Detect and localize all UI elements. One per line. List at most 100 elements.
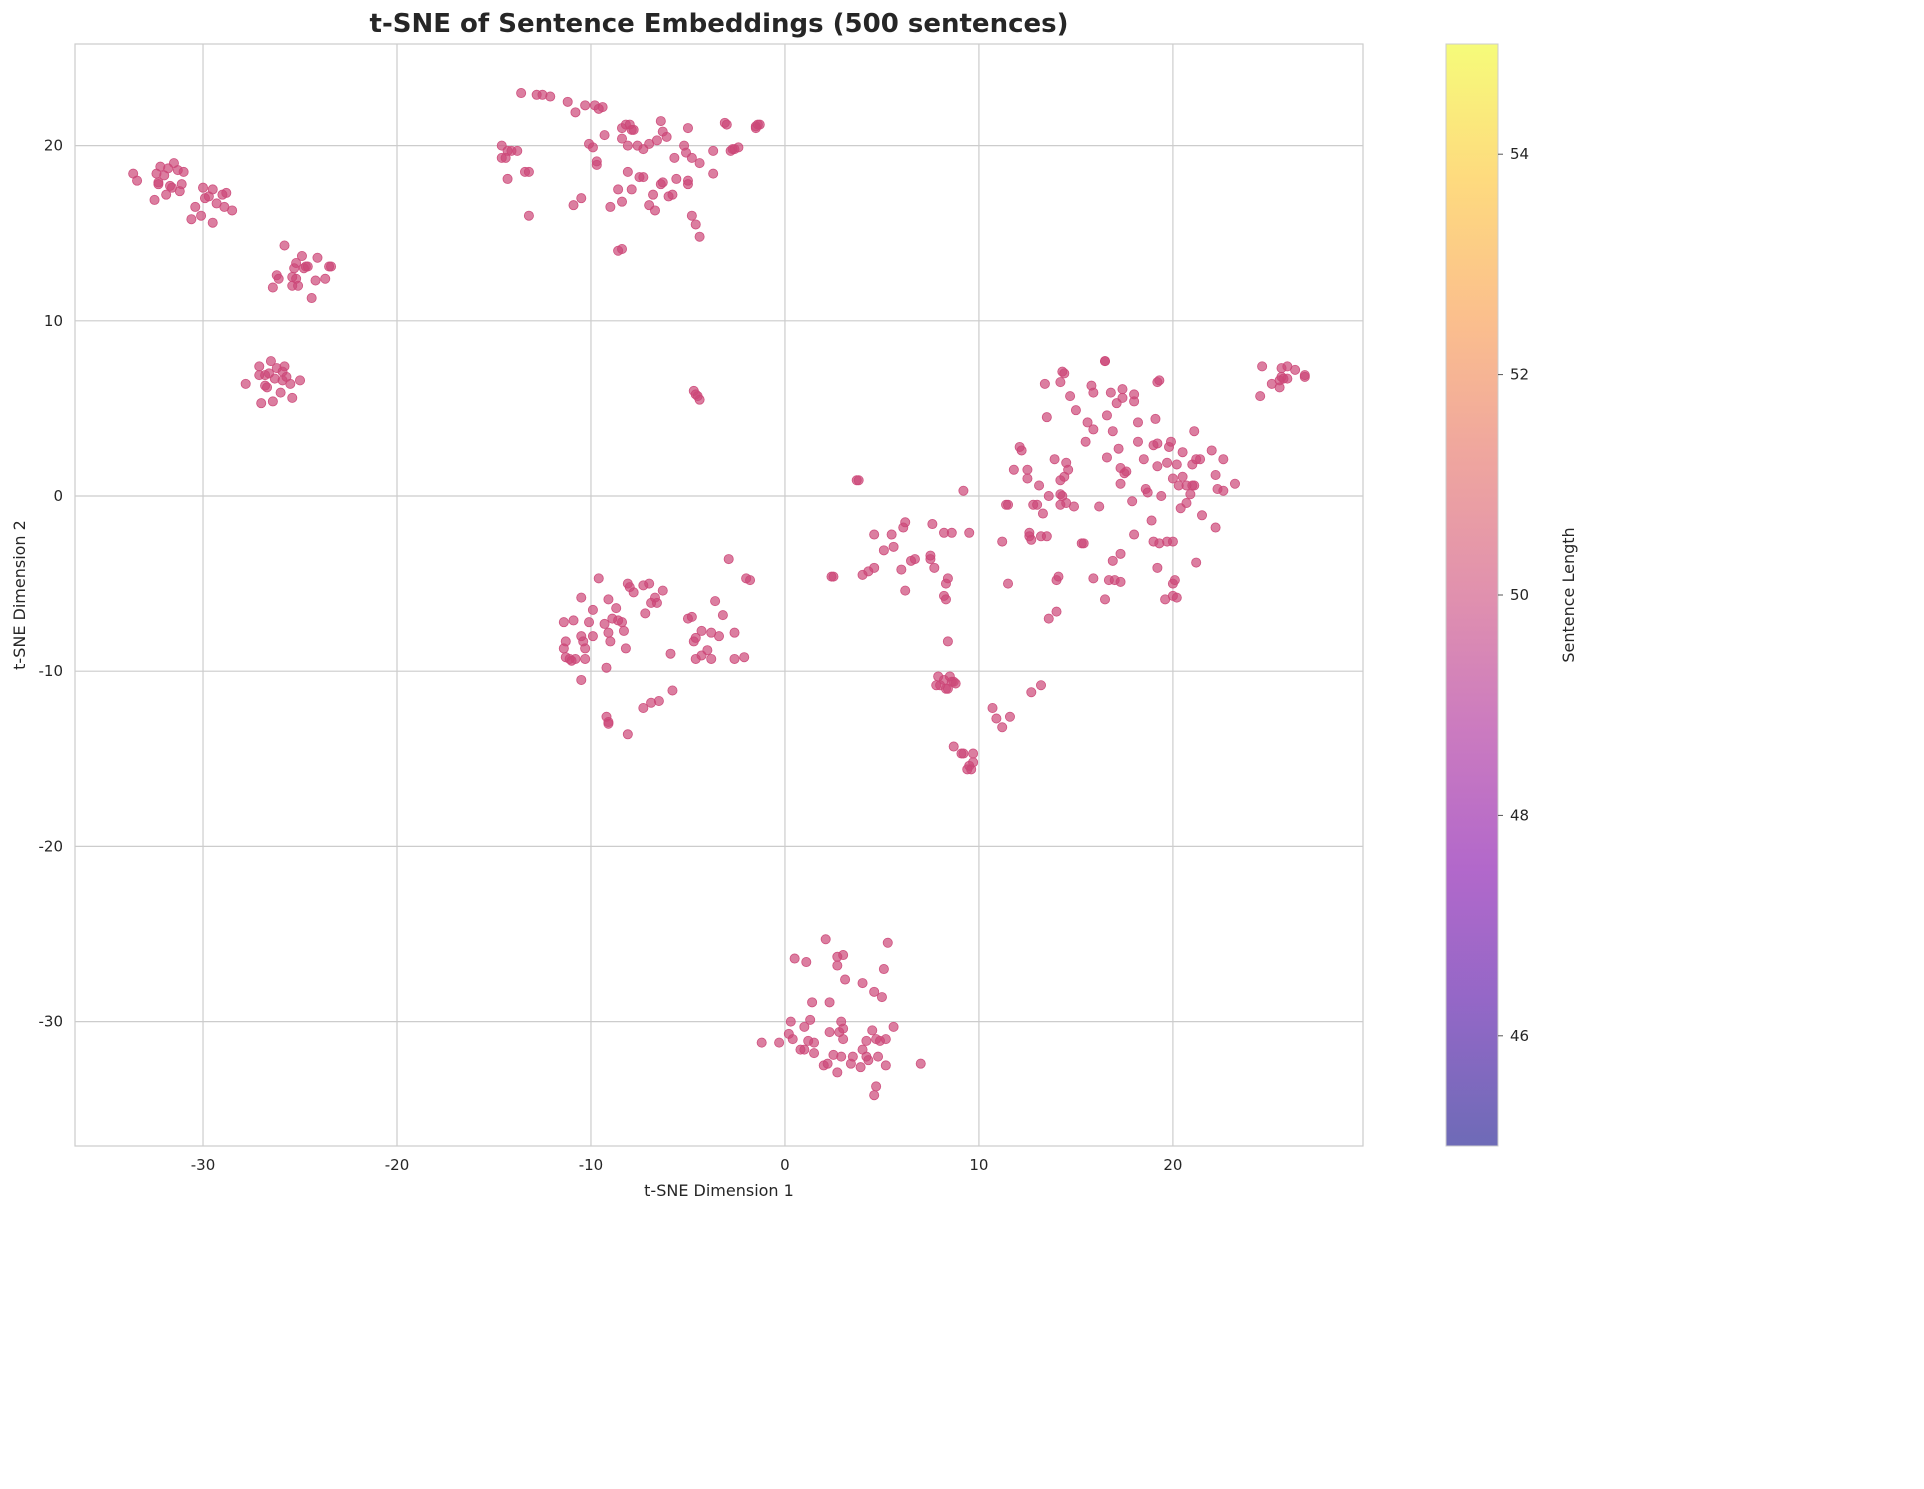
data-point xyxy=(915,1058,926,1069)
data-point xyxy=(1171,459,1182,470)
data-point xyxy=(1101,452,1112,463)
data-point xyxy=(1022,464,1033,475)
data-point xyxy=(1088,387,1099,398)
data-point xyxy=(176,179,187,190)
data-point xyxy=(1164,441,1175,452)
data-point xyxy=(1167,473,1178,484)
data-point xyxy=(1210,522,1221,533)
data-point xyxy=(925,554,936,565)
data-point xyxy=(1032,499,1043,510)
data-point xyxy=(617,196,628,207)
data-point xyxy=(809,1037,820,1048)
data-point xyxy=(1142,487,1153,498)
data-point xyxy=(221,187,232,198)
data-point xyxy=(1117,384,1128,395)
data-point xyxy=(287,392,298,403)
data-point xyxy=(1039,378,1050,389)
data-point xyxy=(603,627,614,638)
y-axis-label: t-SNE Dimension 2 xyxy=(10,520,29,670)
data-point xyxy=(840,974,851,985)
data-point xyxy=(927,519,938,530)
data-point xyxy=(227,205,238,216)
data-point xyxy=(568,200,579,211)
y-tick-label: 10 xyxy=(44,312,63,330)
data-point xyxy=(958,748,969,759)
data-point xyxy=(1218,454,1229,465)
data-point xyxy=(1189,426,1200,437)
data-point xyxy=(207,184,218,195)
x-tick-label: -20 xyxy=(385,1156,410,1174)
data-point xyxy=(1129,396,1140,407)
data-point xyxy=(1004,711,1015,722)
data-point xyxy=(626,184,637,195)
data-point xyxy=(1185,489,1196,500)
data-point xyxy=(820,934,831,945)
data-point xyxy=(702,645,713,656)
data-point xyxy=(149,194,160,205)
data-point xyxy=(750,123,761,134)
data-point xyxy=(1088,424,1099,435)
data-point xyxy=(997,536,1008,547)
data-point xyxy=(714,631,725,642)
data-point xyxy=(1082,417,1093,428)
data-point xyxy=(809,1048,820,1059)
data-point xyxy=(931,680,942,691)
data-point xyxy=(644,578,655,589)
data-point xyxy=(832,960,843,971)
data-point xyxy=(880,1034,891,1045)
data-point xyxy=(729,627,740,638)
data-point xyxy=(690,219,701,230)
data-point xyxy=(708,168,719,179)
data-point xyxy=(694,394,705,405)
data-point xyxy=(312,252,323,263)
data-point xyxy=(502,173,513,184)
data-point xyxy=(1206,445,1217,456)
data-point xyxy=(1181,498,1192,509)
colorbar: 46 48 50 52 54 Sentence Length xyxy=(1445,43,1578,1147)
data-point xyxy=(190,201,201,212)
y-tick-label: -10 xyxy=(39,662,64,680)
data-point xyxy=(824,997,835,1008)
data-point xyxy=(1150,413,1161,424)
data-point xyxy=(613,184,624,195)
data-points xyxy=(128,88,1310,1101)
colorbar-label: Sentence Length xyxy=(1559,527,1578,662)
data-point xyxy=(1117,392,1128,403)
data-point xyxy=(657,585,668,596)
data-point xyxy=(880,1060,891,1071)
data-point xyxy=(1132,436,1143,447)
data-point xyxy=(710,596,721,607)
data-point xyxy=(682,123,693,134)
data-point xyxy=(618,625,629,636)
data-point xyxy=(1043,613,1054,624)
data-point xyxy=(1016,445,1027,456)
data-point xyxy=(1299,370,1310,381)
data-point xyxy=(1146,515,1157,526)
data-point xyxy=(853,475,864,486)
x-tick-label: -30 xyxy=(191,1156,216,1174)
data-point xyxy=(1255,391,1266,402)
data-point xyxy=(617,617,628,628)
data-point xyxy=(267,396,278,407)
data-point xyxy=(997,722,1008,733)
data-point xyxy=(721,119,732,130)
x-tick-label: -10 xyxy=(579,1156,604,1174)
data-point xyxy=(1195,454,1206,465)
data-point xyxy=(869,986,880,997)
data-point xyxy=(964,527,975,538)
data-point xyxy=(587,631,598,642)
data-point xyxy=(1008,464,1019,475)
data-point xyxy=(1115,548,1126,559)
data-point xyxy=(822,1058,833,1069)
data-point xyxy=(628,124,639,135)
data-point xyxy=(1055,377,1066,388)
plot-frame xyxy=(74,43,1364,1147)
data-point xyxy=(838,950,849,961)
data-point xyxy=(1257,361,1268,372)
data-point xyxy=(1210,469,1221,480)
data-point xyxy=(587,142,598,153)
data-point xyxy=(1171,592,1182,603)
data-point xyxy=(580,643,591,654)
data-point xyxy=(562,96,573,107)
